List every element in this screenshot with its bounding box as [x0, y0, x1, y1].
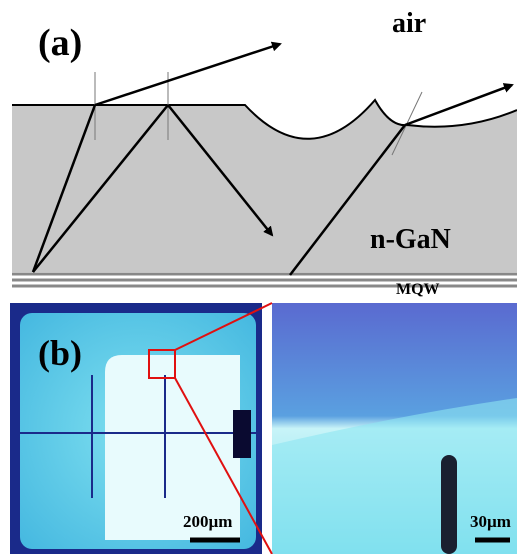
panel-b-left: (b) 200µm [10, 303, 262, 554]
figure: (a) air n-GaN MQW (b) 200µm 30µm [0, 0, 517, 554]
ray [95, 44, 280, 105]
pad [233, 410, 251, 458]
panel-b-right: 30µm [272, 303, 517, 554]
panel-label: (a) [38, 22, 82, 64]
line [441, 455, 457, 554]
scale-label: 200µm [183, 512, 232, 531]
layer-label: MQW [396, 281, 440, 298]
panel-label: (b) [38, 333, 82, 373]
medium-label: n-GaN [370, 224, 451, 255]
scale-label: 30µm [470, 512, 511, 531]
panel-a: (a) air n-GaN MQW [12, 8, 517, 298]
medium-label: air [392, 8, 426, 39]
